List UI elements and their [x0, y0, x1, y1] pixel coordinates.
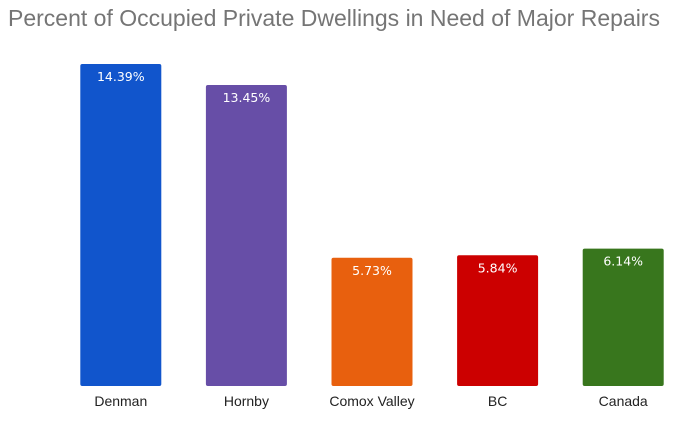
category-labels-layer: Denman Hornby Comox Valley BC Canada	[94, 393, 648, 409]
bars-layer	[80, 64, 664, 386]
bar-bc	[457, 255, 539, 386]
bar-canada	[582, 248, 664, 386]
data-labels-layer: 14.39% 13.45% 5.73% 5.84% 6.14%	[97, 69, 643, 278]
bar-hornby	[205, 85, 287, 386]
bar-comox-valley	[331, 257, 413, 386]
data-label-comox-valley: 5.73%	[352, 263, 392, 278]
category-label-canada: Canada	[599, 393, 648, 409]
bar-denman	[80, 64, 162, 386]
data-label-hornby: 13.45%	[223, 90, 271, 105]
chart-title: Percent of Occupied Private Dwellings in…	[8, 5, 660, 31]
category-label-denman: Denman	[94, 393, 147, 409]
category-label-bc: BC	[488, 393, 507, 409]
category-label-comox-valley: Comox Valley	[329, 393, 414, 409]
data-label-canada: 6.14%	[603, 254, 643, 269]
category-label-hornby: Hornby	[224, 393, 269, 409]
data-label-denman: 14.39%	[97, 69, 145, 84]
data-label-bc: 5.84%	[478, 260, 518, 275]
